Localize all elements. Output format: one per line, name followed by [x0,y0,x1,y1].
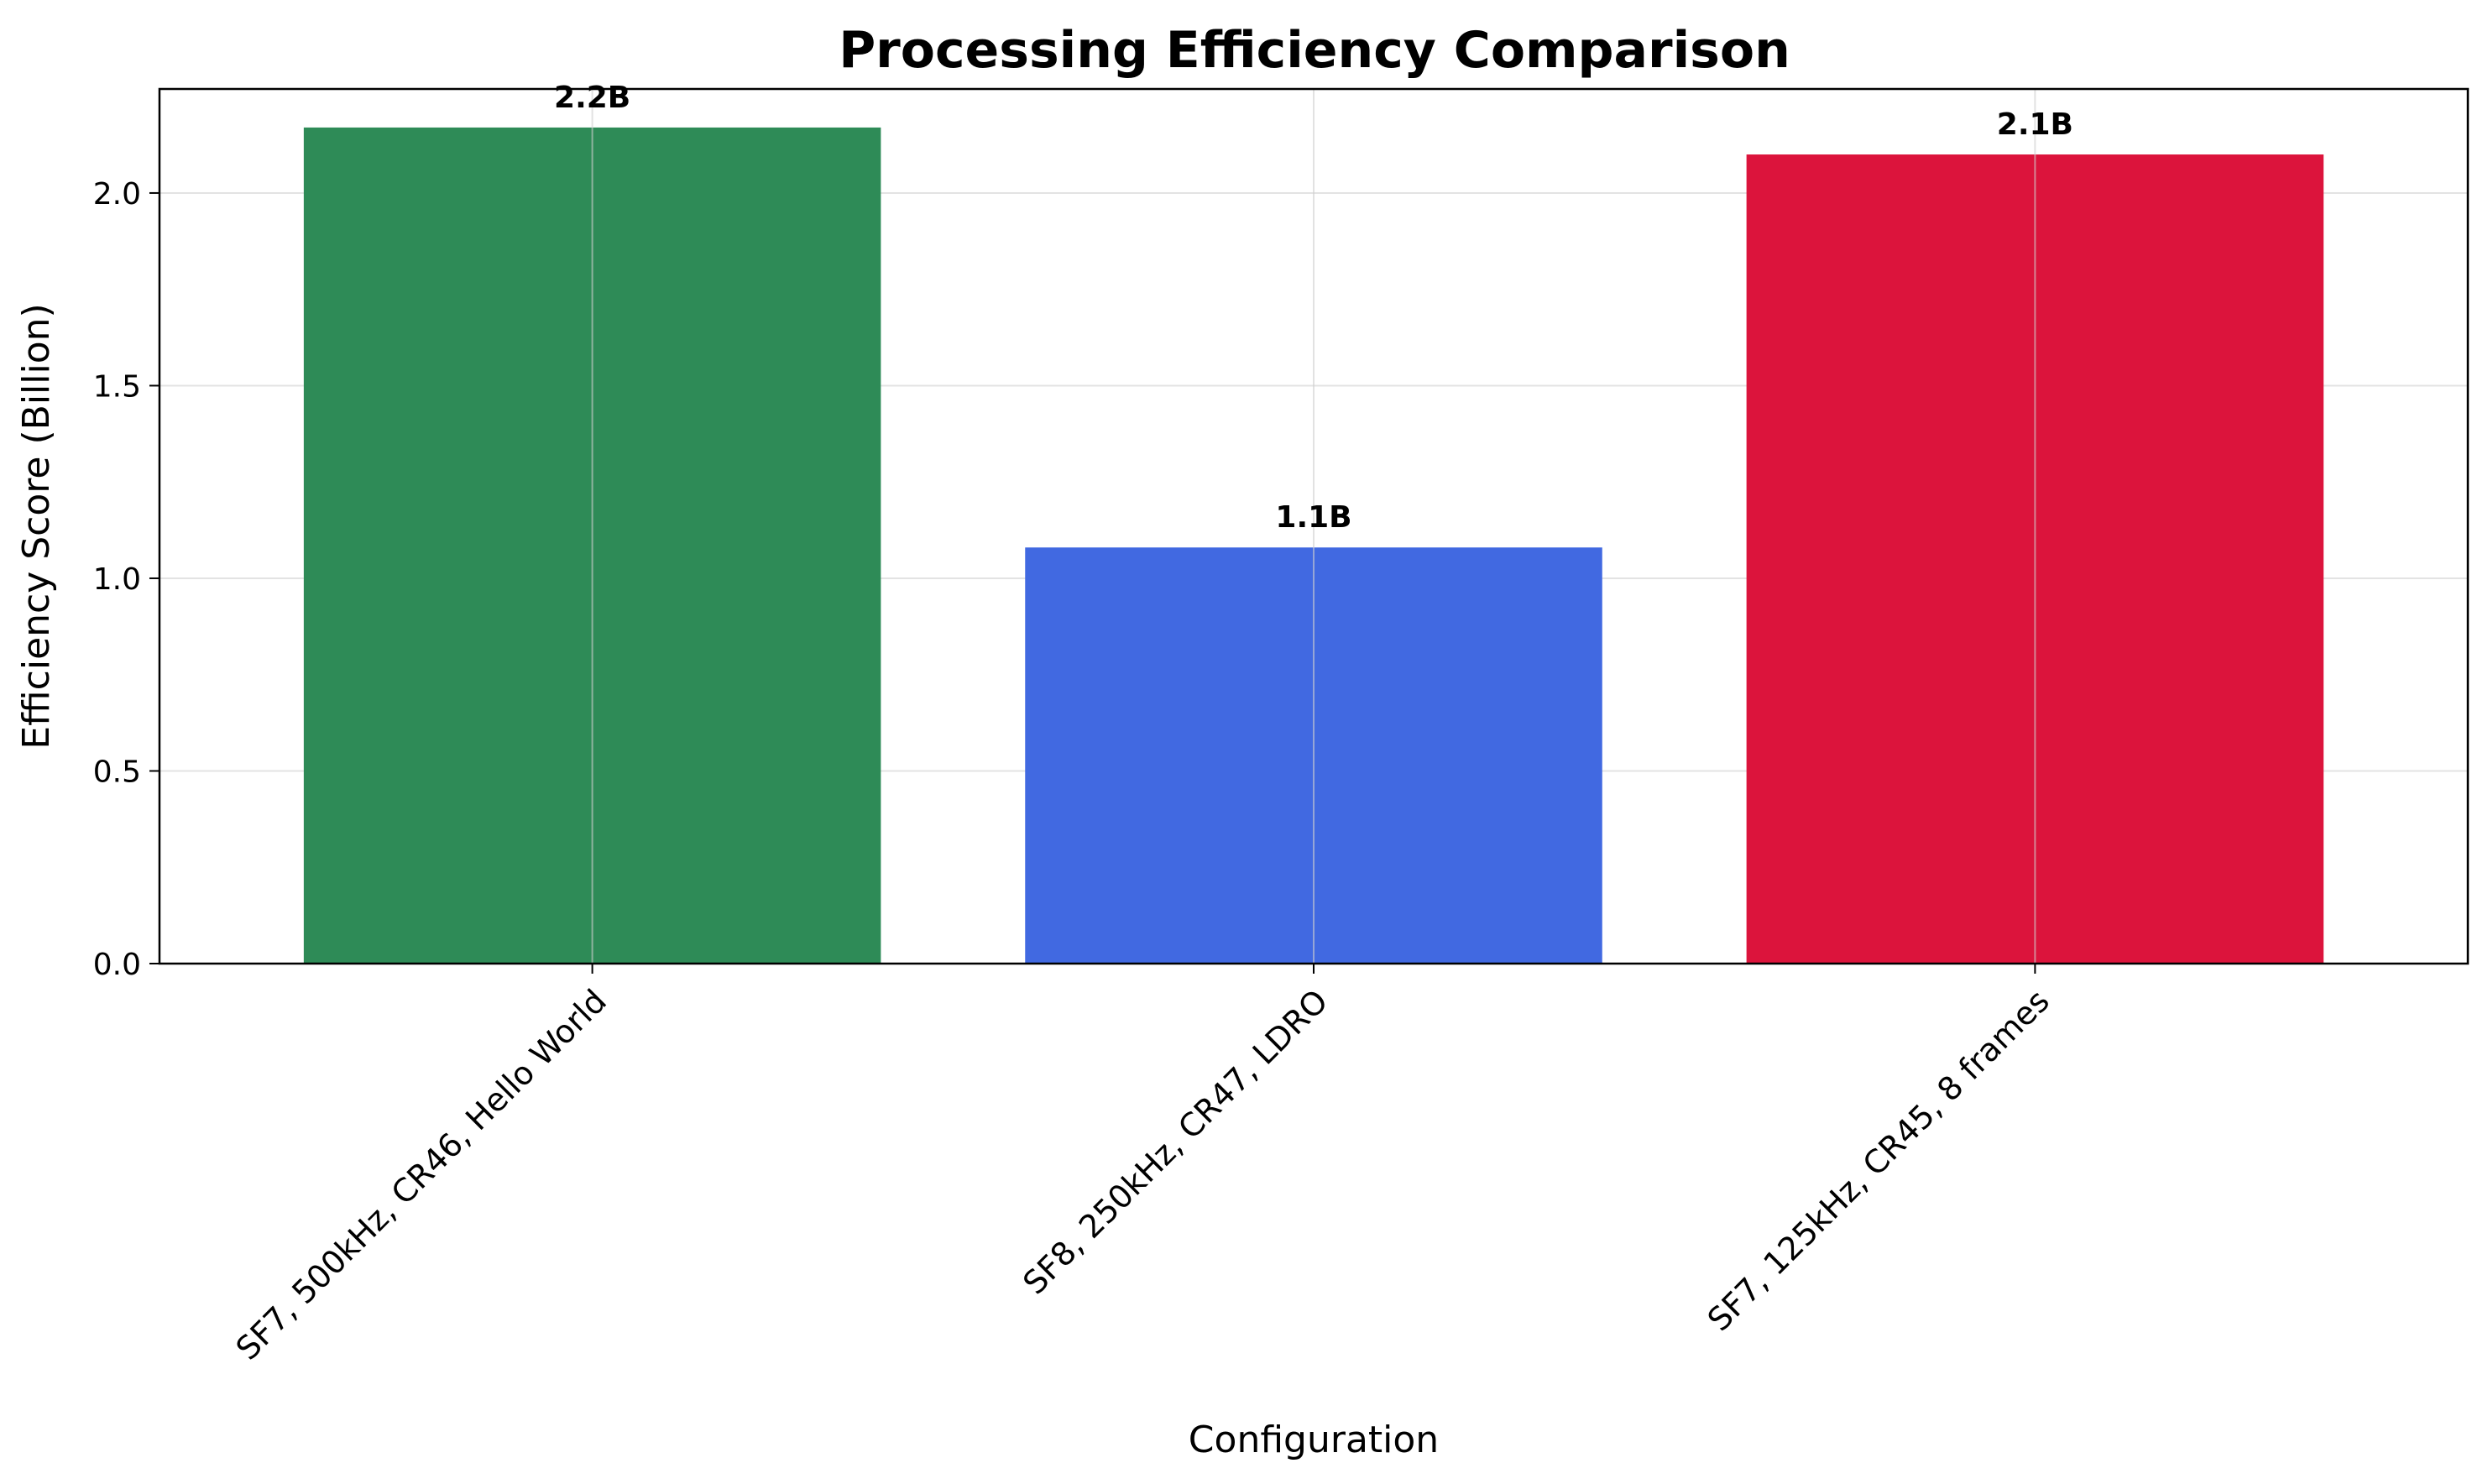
x-tick-label: SF7, 125kHz, CR45, 8 frames [1701,982,2057,1338]
y-tick-label: 1.5 [93,369,141,404]
x-tick-label: SF7, 500kHz, CR46, Hello World [229,982,614,1366]
y-tick-label: 0.0 [93,948,141,982]
chart-title: Processing Efficiency Comparison [839,21,1790,80]
x-axis-ticks: SF7, 500kHz, CR46, Hello World SF8, 250kH… [229,964,2057,1367]
x-tick-label: SF8, 250kHz, CR47, LDRO [1016,982,1335,1301]
bar-value-label: 2.2B [554,81,630,115]
y-axis-ticks: 0.0 0.5 1.0 1.5 2.0 [93,177,159,982]
y-tick-label: 1.0 [93,562,141,597]
y-tick-label: 0.5 [93,755,141,789]
data-labels: 2.2B 1.1B 2.1B [554,81,2073,535]
x-axis-label: Configuration [1189,1419,1439,1461]
x-grid-lines [591,89,2036,964]
y-tick-label: 2.0 [93,177,141,212]
y-axis-label: Efficiency Score (Billion) [15,303,58,749]
bar-value-label: 1.1B [1275,500,1351,535]
bar-value-label: 2.1B [1997,107,2073,142]
